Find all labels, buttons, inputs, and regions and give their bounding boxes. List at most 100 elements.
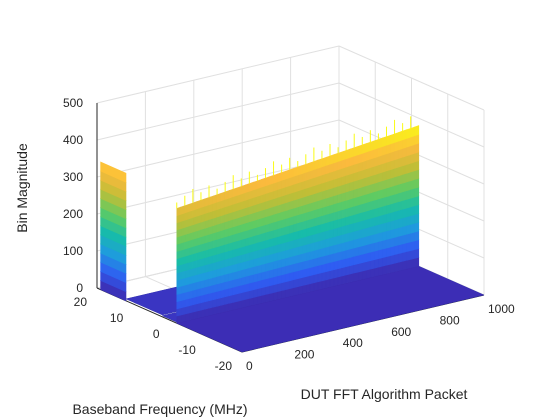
surface-wall-face [196, 273, 202, 283]
surface-wall-face [204, 270, 210, 281]
surface-wall-face [341, 249, 347, 260]
surface-wall-face [269, 260, 274, 271]
surface-wall-face [386, 238, 391, 249]
surface-wall-face [265, 262, 270, 272]
surface-wall-face [345, 198, 351, 210]
surface-wall-face [200, 294, 206, 304]
surface-wall-face [353, 212, 359, 224]
surface-wall-face [281, 265, 286, 276]
surface-wall-face [337, 151, 343, 162]
surface-wall-face [361, 236, 367, 247]
surface-wall-face [273, 275, 278, 286]
surface-wall-face [321, 189, 327, 200]
surface-wall-face [394, 132, 399, 143]
surface-wall-face [281, 226, 286, 236]
surface-wall-face [224, 295, 230, 305]
surface-wall-face [297, 269, 303, 280]
surface-wall-face [253, 234, 258, 245]
surface-wall-face [390, 254, 395, 265]
surface-wall-face [321, 271, 327, 282]
surface-wall-face [386, 177, 391, 189]
y-axis-label: Baseband Frequency (MHz) [72, 401, 247, 417]
surface-wall-face [325, 237, 331, 248]
surface-wall-face [410, 258, 416, 269]
surface-wall-face [398, 234, 403, 246]
surface-wall-face [228, 294, 234, 304]
surface-wall-face [410, 161, 416, 173]
surface-wall-face [313, 273, 319, 284]
surface-wall-face [301, 284, 307, 295]
surface-wall-face [180, 313, 186, 323]
surface-wall-face [378, 180, 383, 191]
surface-wall-face [301, 252, 307, 263]
surface-wall-face [269, 174, 274, 185]
surface-wall-face [309, 225, 315, 236]
surface-wall-face [289, 239, 295, 250]
surface-wall-face [204, 307, 210, 317]
surface-wall-face [293, 286, 299, 296]
surface-wall-face [289, 231, 295, 242]
surface-wall-face [337, 192, 343, 204]
surface-wall-face [365, 167, 371, 178]
surface-wall-face [406, 197, 412, 209]
surface-wall-face [281, 273, 286, 284]
surface-wall-face [329, 269, 335, 280]
surface-wall-face [378, 223, 383, 234]
surface-wall-face [285, 248, 291, 259]
surface-wall-face [321, 238, 327, 249]
surface-wall-face [265, 176, 270, 187]
surface-wall-face [237, 254, 242, 264]
surface-wall-face [333, 185, 339, 197]
surface-wall-face [285, 240, 291, 251]
surface-wall-face [237, 185, 242, 196]
surface-wall-face [390, 211, 395, 222]
surface-wall-face [378, 146, 383, 157]
surface-wall-face [285, 264, 291, 275]
surface-wall-face [414, 133, 420, 145]
surface-wall-face [365, 251, 371, 263]
surface-wall-face [253, 296, 258, 306]
y-tick-label: 0 [153, 327, 160, 341]
surface-wall-face [410, 222, 416, 234]
z-tick-label: 500 [63, 96, 83, 110]
surface-wall-face [241, 268, 246, 278]
surface-wall-face [281, 257, 286, 268]
surface-wall-face [374, 224, 379, 235]
surface-wall-face [216, 290, 222, 300]
surface-wall-face [382, 170, 387, 182]
surface-wall-face [317, 215, 323, 226]
surface-wall-face [402, 216, 407, 227]
surface-wall-face [329, 187, 335, 198]
surface-wall-face [378, 265, 383, 277]
surface-wall-face [410, 231, 416, 243]
surface-wall-face [370, 233, 375, 245]
surface-wall-face [208, 299, 214, 309]
grid-line [338, 45, 485, 111]
surface-wall-face [317, 256, 323, 266]
surface-wall-face [370, 199, 375, 211]
surface-wall-face [265, 285, 270, 295]
surface-wall-face [394, 261, 399, 273]
surface-wall-face [188, 268, 194, 278]
surface-wall-face [309, 193, 315, 204]
surface-wall-face [301, 268, 307, 279]
surface-wall-face [249, 289, 254, 299]
axis-ticks: 02004006008001000-20-1001020010020030040… [63, 96, 515, 373]
surface-wall-face [410, 196, 416, 208]
surface-wall-face [357, 262, 363, 273]
surface-wall-face [325, 213, 331, 224]
surface-wall-face [277, 274, 282, 285]
surface-wall-face [394, 140, 399, 152]
surface-wall-face [232, 293, 238, 303]
x-axis-label: DUT FFT Algorithm Packet [301, 386, 468, 402]
surface-wall-face [293, 254, 299, 265]
surface-wall-face [180, 306, 186, 316]
surface-wall-face [333, 251, 339, 262]
surface-wall-face [398, 200, 403, 211]
surface-wall-face [241, 260, 246, 271]
surface-wall-face [357, 194, 363, 206]
surface-wall-face [232, 278, 238, 288]
surface-wall-face [265, 269, 270, 280]
surface-wall-face [297, 221, 303, 232]
surface-wall-face [232, 270, 238, 281]
